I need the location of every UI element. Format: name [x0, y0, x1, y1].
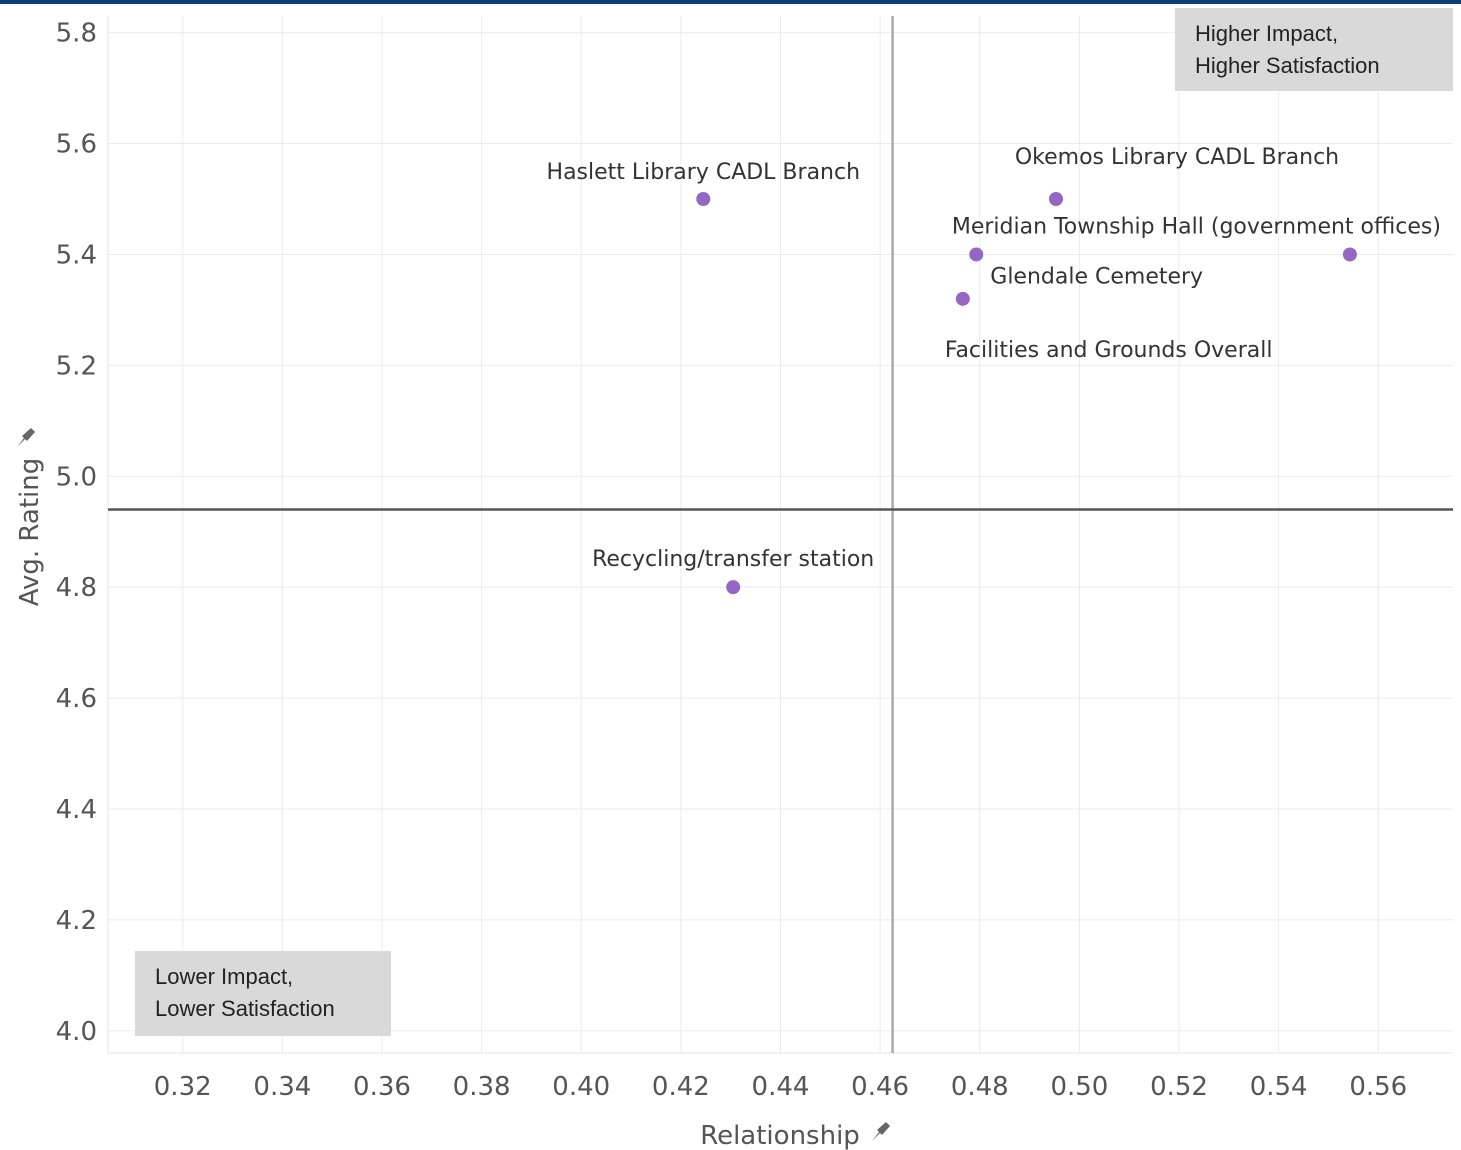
y-tick-label: 5.4	[56, 240, 97, 270]
y-axis-ticks: 4.0 4.2 4.4 4.6 4.8 5.0 5.2 5.4 5.6 5.8	[56, 19, 97, 1047]
top-border-bar	[0, 0, 1461, 4]
point-label: Facilities and Grounds Overall	[945, 338, 1273, 363]
data-point[interactable]	[1342, 247, 1357, 262]
y-tick-label: 5.6	[56, 130, 97, 160]
x-tick-label: 0.36	[353, 1072, 411, 1102]
quadrant-label-top-right: Higher Impact, Higher Satisfaction	[1175, 8, 1453, 91]
y-tick-label: 4.4	[56, 795, 97, 825]
x-tick-label: 0.40	[552, 1072, 610, 1102]
y-axis-title: Avg. Rating	[15, 458, 45, 607]
point-label: Meridian Township Hall (government offic…	[952, 214, 1441, 239]
data-point[interactable]	[726, 580, 741, 595]
y-tick-label: 4.6	[56, 684, 97, 714]
data-point[interactable]	[1048, 192, 1063, 206]
x-axis-ticks: 0.32 0.34 0.36 0.38 0.40 0.42 0.44 0.46 0.48 0.50…	[154, 1072, 1407, 1102]
x-tick-label: 0.48	[951, 1072, 1009, 1102]
data-labels: Haslett Library CADL Branch Okemos Librar…	[547, 145, 1441, 572]
point-label: Recycling/transfer station	[592, 547, 874, 572]
point-label: Okemos Library CADL Branch	[1015, 145, 1339, 170]
y-axis-pin-icon[interactable]	[17, 428, 35, 447]
x-axis-pin-icon[interactable]	[872, 1122, 890, 1141]
x-tick-label: 0.50	[1050, 1072, 1108, 1102]
data-point[interactable]	[955, 291, 970, 306]
y-tick-label: 5.2	[56, 351, 97, 381]
x-tick-label: 0.38	[453, 1072, 511, 1102]
quadrant-label-bottom-left: Lower Impact, Lower Satisfaction	[135, 951, 391, 1036]
x-tick-label: 0.44	[752, 1072, 810, 1102]
data-points	[696, 192, 1357, 595]
x-axis-title: Relationship	[700, 1121, 860, 1150]
y-tick-label: 4.8	[56, 573, 97, 603]
point-label: Haslett Library CADL Branch	[547, 160, 861, 185]
x-tick-label: 0.52	[1150, 1072, 1208, 1102]
x-tick-label: 0.42	[652, 1072, 710, 1102]
x-tick-label: 0.56	[1349, 1072, 1407, 1102]
quadrant-label-bottom-left-line1: Lower Impact,	[155, 964, 294, 989]
reference-lines	[108, 16, 1453, 1053]
y-tick-label: 5.8	[56, 19, 97, 49]
x-tick-label: 0.54	[1250, 1072, 1308, 1102]
y-tick-label: 5.0	[56, 462, 97, 492]
x-tick-label: 0.34	[253, 1072, 311, 1102]
point-label: Glendale Cemetery	[990, 264, 1203, 289]
y-tick-label: 4.2	[56, 906, 97, 936]
x-tick-label: 0.46	[851, 1072, 909, 1102]
quadrant-label-top-right-line2: Higher Satisfaction	[1195, 53, 1380, 78]
quadrant-label-top-right-line1: Higher Impact,	[1195, 21, 1339, 46]
data-point[interactable]	[969, 247, 984, 262]
x-tick-label: 0.32	[154, 1072, 212, 1102]
quadrant-label-bottom-left-line2: Lower Satisfaction	[155, 996, 335, 1021]
data-point[interactable]	[696, 192, 711, 206]
y-tick-label: 4.0	[56, 1017, 97, 1047]
